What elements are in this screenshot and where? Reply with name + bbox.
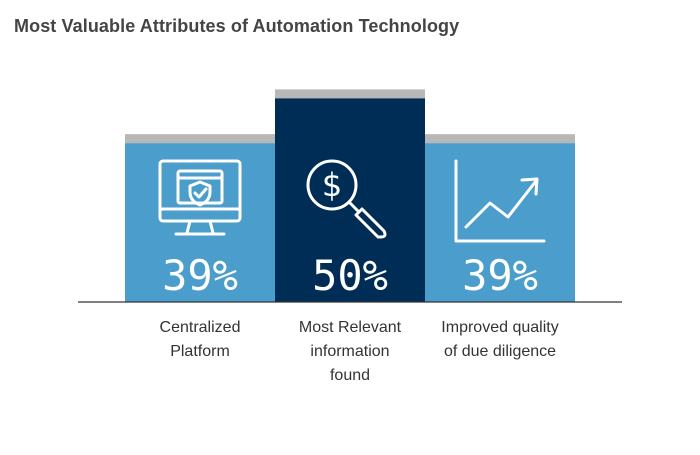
svg-text:$: $ [322, 166, 342, 204]
shield-monitor-icon [158, 159, 242, 236]
category-label-centralized-platform: Centralized Platform [159, 319, 241, 360]
bar-cap [425, 134, 575, 144]
dollar-search-icon: $ [306, 159, 387, 239]
bar-value-label: 39% [162, 251, 238, 300]
bar-cap [125, 134, 275, 144]
growth-chart-icon [454, 159, 546, 243]
bar-value-label: 39% [462, 251, 538, 300]
bar [425, 143, 575, 302]
bar-value-label: 50% [312, 251, 388, 300]
category-label-most-relevant-information: Most Relevant information found [298, 319, 402, 384]
chart-title: Most Valuable Attributes of Automation T… [14, 16, 460, 36]
category-label-improved-quality: Improved quality of due diligence [441, 319, 559, 360]
bar-cap [275, 89, 425, 99]
